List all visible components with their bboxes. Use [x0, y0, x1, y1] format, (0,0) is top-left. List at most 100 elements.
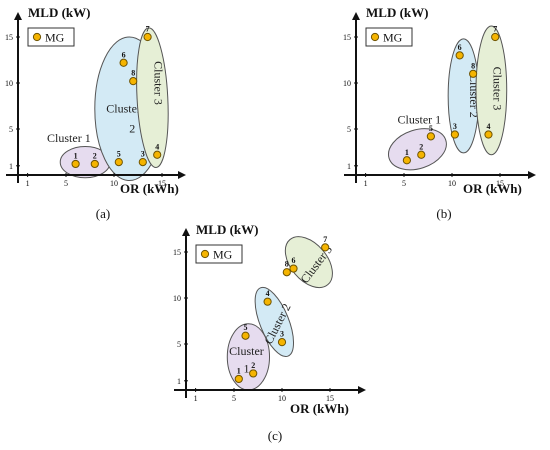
data-point-label: 2: [419, 142, 423, 151]
cluster-label: Cluster: [106, 101, 141, 115]
cluster-label: Cluster 1: [398, 112, 442, 126]
cluster-label: 2: [129, 122, 135, 136]
legend-box: [195, 244, 243, 264]
x-tick-label: 15: [496, 179, 504, 188]
y-tick-label: 5: [9, 125, 13, 134]
data-point-label: 8: [131, 69, 135, 78]
cluster-ellipse: [475, 25, 508, 156]
panel-label: (a): [96, 206, 110, 221]
x-tick-label: 15: [326, 394, 334, 403]
data-point-label: 7: [146, 25, 150, 34]
legend-marker: [32, 32, 42, 42]
x-axis-arrow: [178, 171, 186, 179]
data-point: [143, 32, 152, 42]
data-point: [114, 158, 123, 167]
data-point-label: 2: [251, 361, 255, 370]
data-point-label: 7: [323, 235, 327, 244]
data-point: [129, 77, 138, 86]
data-point: [426, 132, 435, 141]
x-tick-label: 10: [278, 394, 286, 403]
cluster-label: Cluster 1: [47, 131, 91, 145]
data-point: [450, 130, 459, 139]
y-tick-label: 5: [347, 125, 351, 134]
legend-marker: [200, 249, 210, 259]
cluster-ellipse: [136, 27, 169, 169]
data-point: [455, 51, 464, 60]
panel-label: (b): [436, 206, 451, 221]
data-point-label: 5: [117, 150, 121, 159]
x-axis-arrow: [358, 386, 366, 394]
data-point: [469, 69, 478, 78]
data-point-label: 4: [486, 122, 490, 131]
data-point: [241, 331, 250, 340]
y-axis-title: MLD (kW): [196, 222, 258, 237]
cluster-label: Cluster: [229, 344, 264, 358]
y-tick-label: 5: [177, 340, 181, 349]
data-point: [417, 150, 426, 159]
legend-box: [27, 27, 75, 47]
data-point-label: 8: [285, 260, 289, 269]
data-point: [282, 268, 291, 277]
y-axis-title: MLD (kW): [366, 5, 428, 20]
y-tick-label: 10: [343, 79, 351, 88]
data-point-label: 4: [266, 289, 270, 298]
x-axis-arrow: [528, 171, 536, 179]
data-point: [402, 156, 411, 165]
y-axis-arrow: [182, 228, 190, 236]
data-point: [321, 243, 330, 252]
data-point-label: 7: [493, 25, 497, 34]
legend-box: [365, 27, 413, 47]
data-point-label: 2: [93, 151, 97, 160]
legend-label: MG: [383, 31, 403, 45]
data-point: [263, 297, 272, 306]
data-point: [484, 130, 493, 139]
y-axis-title: MLD (kW): [28, 5, 90, 20]
data-point: [491, 32, 500, 42]
y-axis-arrow: [14, 12, 22, 20]
x-axis-title: OR (kWh): [290, 401, 349, 416]
data-point: [90, 159, 99, 169]
x-tick-label: 1: [364, 179, 368, 188]
data-point-label: 5: [429, 124, 433, 133]
data-point-label: 1: [405, 148, 409, 157]
x-tick-label: 5: [402, 179, 406, 188]
data-point-label: 4: [155, 142, 159, 151]
data-point: [153, 150, 162, 159]
data-point-label: 6: [122, 50, 126, 59]
data-point: [119, 58, 128, 67]
data-point: [138, 158, 147, 167]
y-tick-label: 1: [347, 162, 351, 171]
data-point: [234, 374, 243, 384]
y-tick-label: 15: [5, 33, 13, 42]
y-tick-label: 10: [5, 79, 13, 88]
data-point-label: 3: [280, 330, 284, 339]
data-point-label: 6: [292, 256, 296, 265]
data-point-label: 1: [237, 366, 241, 375]
cluster-label: Cluster 3: [151, 61, 165, 105]
y-tick-label: 1: [9, 162, 13, 171]
cluster-label: 1: [243, 362, 249, 376]
data-point-label: 8: [471, 61, 475, 70]
legend-label: MG: [213, 248, 233, 262]
x-tick-label: 1: [26, 179, 30, 188]
data-point: [289, 264, 298, 273]
y-tick-label: 15: [173, 248, 181, 257]
data-point-label: 5: [244, 323, 248, 332]
legend-marker: [370, 32, 380, 42]
data-point-label: 3: [141, 150, 145, 159]
x-axis-title: OR (kWh): [463, 181, 522, 196]
y-tick-label: 15: [343, 33, 351, 42]
data-point-label: 1: [74, 151, 78, 160]
x-tick-label: 5: [232, 394, 236, 403]
x-tick-label: 15: [158, 179, 166, 188]
x-tick-label: 5: [64, 179, 68, 188]
x-axis-title: OR (kWh): [120, 181, 179, 196]
data-point-label: 6: [458, 43, 462, 52]
data-point: [249, 369, 258, 378]
y-axis-arrow: [352, 12, 360, 20]
x-tick-label: 10: [448, 179, 456, 188]
x-tick-label: 1: [194, 394, 198, 403]
